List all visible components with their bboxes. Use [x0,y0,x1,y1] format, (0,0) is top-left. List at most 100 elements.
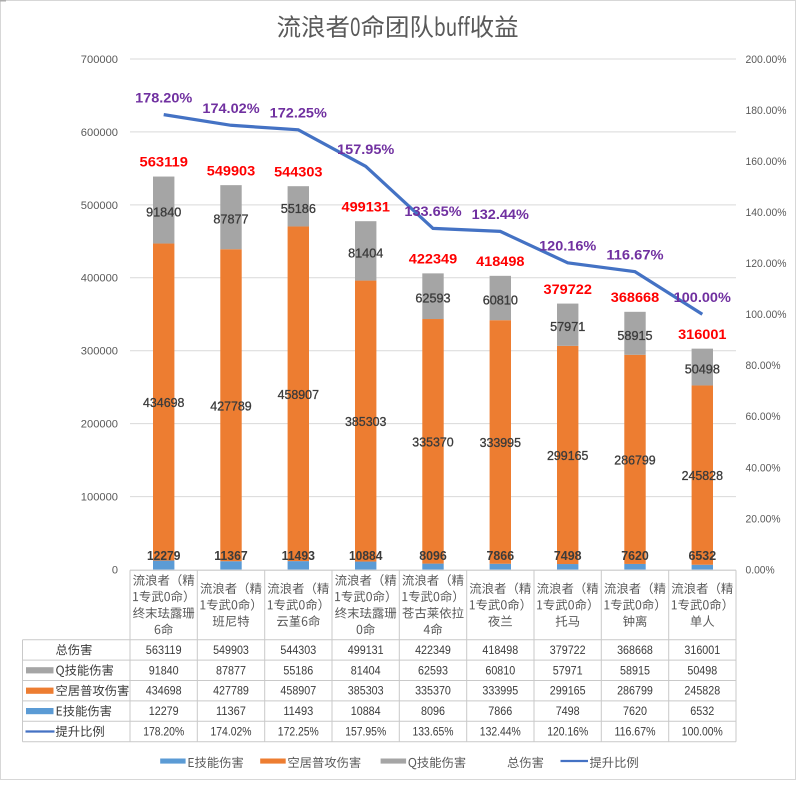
svg-text:245828: 245828 [682,468,723,483]
svg-text:427789: 427789 [213,684,249,698]
svg-text:81404: 81404 [351,663,381,677]
svg-text:116.67%: 116.67% [615,725,656,739]
svg-text:549903: 549903 [213,643,249,657]
svg-text:286799: 286799 [617,684,653,698]
svg-text:544303: 544303 [274,163,323,179]
svg-text:499131: 499131 [348,643,384,657]
svg-text:157.95%: 157.95% [345,725,386,739]
svg-text:120.16%: 120.16% [539,238,597,254]
svg-text:12279: 12279 [147,548,180,563]
svg-text:20.00%: 20.00% [746,513,781,525]
svg-text:549903: 549903 [207,162,256,178]
svg-text:7620: 7620 [623,704,647,718]
svg-text:55186: 55186 [281,201,316,216]
svg-text:57971: 57971 [553,663,583,677]
svg-text:385303: 385303 [348,684,384,698]
svg-text:368668: 368668 [611,289,660,305]
svg-text:172.25%: 172.25% [278,725,319,739]
svg-text:132.44%: 132.44% [472,206,530,222]
svg-text:7620: 7620 [621,548,649,563]
svg-text:7498: 7498 [554,548,582,563]
svg-text:434698: 434698 [143,395,184,410]
svg-text:499131: 499131 [342,198,391,214]
svg-text:11367: 11367 [214,548,247,563]
svg-text:0.00%: 0.00% [746,564,775,576]
svg-text:178.20%: 178.20% [135,89,193,105]
svg-text:8096: 8096 [419,548,447,563]
svg-text:100000: 100000 [81,492,118,504]
svg-text:100.00%: 100.00% [674,289,732,305]
svg-text:544303: 544303 [280,643,316,657]
svg-text:40.00%: 40.00% [746,462,781,474]
svg-text:87877: 87877 [216,663,246,677]
svg-text:60810: 60810 [483,293,518,308]
svg-text:434698: 434698 [146,684,182,698]
svg-text:333995: 333995 [482,684,518,698]
svg-text:316001: 316001 [678,326,727,342]
svg-text:133.65%: 133.65% [413,725,454,739]
svg-text:6532: 6532 [689,548,717,563]
svg-text:80.00%: 80.00% [746,360,781,372]
svg-text:7866: 7866 [487,548,515,563]
svg-text:11493: 11493 [283,704,313,718]
svg-text:10884: 10884 [349,548,383,563]
svg-text:60810: 60810 [485,663,515,677]
svg-text:140.00%: 140.00% [746,207,787,219]
svg-text:180.00%: 180.00% [746,105,787,117]
svg-text:335370: 335370 [415,684,451,698]
svg-text:62593: 62593 [415,291,450,306]
svg-text:157.95%: 157.95% [337,141,395,157]
svg-text:316001: 316001 [684,643,720,657]
svg-text:422349: 422349 [415,643,451,657]
svg-text:563119: 563119 [146,643,182,657]
svg-text:458907: 458907 [280,684,316,698]
svg-text:91840: 91840 [149,663,179,677]
svg-text:333995: 333995 [480,435,521,450]
svg-text:174.02%: 174.02% [202,100,260,116]
svg-text:160.00%: 160.00% [746,156,787,168]
svg-text:50498: 50498 [687,663,717,677]
svg-text:6532: 6532 [690,704,714,718]
svg-text:299165: 299165 [547,448,588,463]
svg-text:379722: 379722 [544,281,593,297]
svg-text:62593: 62593 [418,663,448,677]
svg-text:385303: 385303 [345,414,386,429]
svg-text:172.25%: 172.25% [270,105,328,121]
svg-text:200000: 200000 [81,419,118,431]
svg-text:100.00%: 100.00% [746,309,787,321]
svg-text:178.20%: 178.20% [143,725,184,739]
svg-text:120.00%: 120.00% [746,258,787,270]
svg-text:563119: 563119 [140,154,189,170]
svg-text:57971: 57971 [550,319,585,334]
svg-text:418498: 418498 [482,643,518,657]
svg-text:11367: 11367 [216,704,246,718]
svg-text:60.00%: 60.00% [746,411,781,423]
svg-text:174.02%: 174.02% [211,725,252,739]
svg-text:299165: 299165 [550,684,586,698]
svg-text:500000: 500000 [81,200,118,212]
svg-text:91840: 91840 [146,205,181,220]
svg-text:379722: 379722 [550,643,586,657]
svg-text:400000: 400000 [81,273,118,285]
svg-text:700000: 700000 [81,54,118,66]
svg-text:11493: 11493 [282,548,315,563]
svg-text:100.00%: 100.00% [682,725,723,739]
svg-text:7866: 7866 [488,704,512,718]
svg-text:132.44%: 132.44% [480,725,521,739]
svg-text:7498: 7498 [556,704,580,718]
svg-text:286799: 286799 [614,453,655,468]
svg-text:10884: 10884 [351,704,381,718]
svg-text:458907: 458907 [278,387,319,402]
svg-text:300000: 300000 [81,346,118,358]
svg-text:12279: 12279 [149,704,179,718]
svg-text:8096: 8096 [421,704,445,718]
svg-text:368668: 368668 [617,643,653,657]
svg-text:600000: 600000 [81,127,118,139]
svg-text:50498: 50498 [685,362,720,377]
svg-text:0: 0 [112,564,118,576]
svg-text:55186: 55186 [283,663,313,677]
svg-text:200.00%: 200.00% [746,54,787,66]
svg-text:427789: 427789 [210,398,251,413]
svg-text:335370: 335370 [412,434,453,449]
svg-text:58915: 58915 [620,663,650,677]
